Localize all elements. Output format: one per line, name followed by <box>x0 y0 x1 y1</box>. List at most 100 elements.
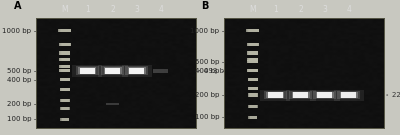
Bar <box>250 105 257 108</box>
Bar <box>247 58 258 61</box>
Bar <box>247 60 258 63</box>
Bar <box>62 107 69 110</box>
Bar <box>249 43 258 46</box>
Bar <box>126 66 148 75</box>
Bar <box>78 67 96 74</box>
Bar <box>60 99 70 102</box>
Bar <box>61 99 70 102</box>
Text: 1: 1 <box>273 5 278 14</box>
Bar <box>62 99 69 102</box>
Bar <box>248 87 258 90</box>
Bar <box>61 107 70 110</box>
Bar <box>62 118 69 121</box>
Bar <box>60 118 70 121</box>
Bar <box>62 58 70 61</box>
Bar <box>60 88 70 91</box>
Bar <box>102 66 124 75</box>
Bar <box>249 105 258 108</box>
Bar <box>292 92 310 98</box>
Bar <box>153 69 168 73</box>
Bar <box>247 60 258 63</box>
Bar <box>317 92 332 98</box>
Bar <box>60 78 70 81</box>
Bar <box>248 105 258 108</box>
Bar <box>58 29 71 32</box>
Bar <box>249 60 258 63</box>
Bar <box>62 65 70 68</box>
Text: 2: 2 <box>110 5 115 14</box>
Bar <box>250 51 258 55</box>
Bar <box>59 65 70 68</box>
Bar <box>248 29 259 32</box>
Bar <box>248 94 258 97</box>
Bar <box>61 118 69 121</box>
Bar <box>248 94 258 97</box>
Bar <box>60 107 70 110</box>
Text: M: M <box>62 5 68 14</box>
Bar <box>128 67 146 74</box>
Text: 1000 bp: 1000 bp <box>2 28 31 34</box>
Text: 400 bp: 400 bp <box>195 68 219 74</box>
Bar <box>60 69 70 72</box>
Bar <box>250 116 257 119</box>
Bar <box>248 78 258 81</box>
Bar <box>260 90 290 101</box>
Bar <box>61 69 70 72</box>
Bar <box>62 43 70 46</box>
Bar <box>247 51 258 55</box>
Bar <box>250 69 258 72</box>
Bar <box>61 88 70 91</box>
Bar <box>248 58 258 61</box>
Bar <box>59 58 70 61</box>
Bar <box>250 60 258 63</box>
Bar <box>338 91 360 99</box>
Text: 200 bp: 200 bp <box>195 92 219 98</box>
Bar <box>60 78 70 81</box>
Bar <box>248 116 258 119</box>
Bar <box>248 78 258 81</box>
Bar <box>60 107 70 110</box>
Bar <box>98 65 128 77</box>
Bar <box>266 92 284 98</box>
Bar <box>59 69 70 72</box>
Bar <box>249 58 258 61</box>
Bar <box>310 90 340 101</box>
Bar <box>249 69 258 72</box>
Text: 3: 3 <box>322 5 327 14</box>
Bar <box>248 43 259 46</box>
Bar <box>247 43 259 46</box>
Bar <box>334 90 364 101</box>
Bar <box>248 105 258 108</box>
Bar <box>249 51 258 55</box>
Bar <box>249 29 259 32</box>
Text: 226 bp: 226 bp <box>392 92 400 98</box>
Bar <box>286 90 316 101</box>
Bar <box>60 51 70 55</box>
Bar <box>250 105 257 108</box>
Bar <box>61 29 71 32</box>
Bar <box>59 51 70 55</box>
Bar <box>340 92 358 98</box>
Bar <box>59 43 71 46</box>
Bar <box>248 116 258 119</box>
Bar <box>249 78 258 81</box>
Text: A: A <box>14 1 21 11</box>
Bar <box>250 78 258 81</box>
Text: 1000 bp: 1000 bp <box>190 28 219 34</box>
Bar <box>290 91 312 99</box>
Bar <box>248 94 258 97</box>
Bar <box>250 116 257 119</box>
Bar <box>61 65 70 68</box>
Bar <box>72 65 102 77</box>
Text: 3: 3 <box>134 5 139 14</box>
Bar <box>247 58 258 61</box>
Bar <box>250 87 258 90</box>
Bar <box>248 78 258 81</box>
Bar <box>58 29 71 32</box>
Bar <box>248 87 258 90</box>
Text: 200 bp: 200 bp <box>7 101 31 107</box>
Text: 100 bp: 100 bp <box>7 116 31 122</box>
Bar <box>264 91 286 99</box>
Bar <box>246 29 259 32</box>
Bar <box>247 69 258 72</box>
